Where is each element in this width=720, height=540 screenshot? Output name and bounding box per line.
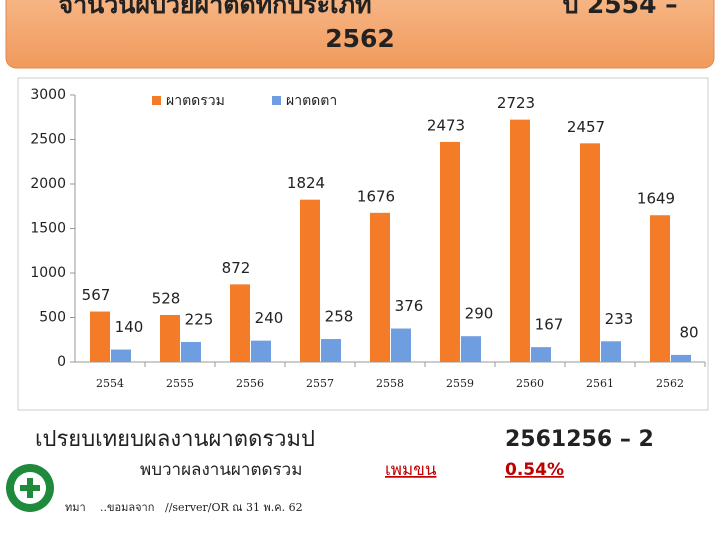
source-from: ..ขอมลจาก — [100, 501, 154, 514]
x-tick-label: 2556 — [236, 377, 264, 390]
y-tick-label: 2000 — [30, 176, 66, 192]
legend-swatch — [272, 96, 281, 105]
bar — [531, 347, 551, 362]
logo-cross-h — [20, 485, 40, 491]
bar — [111, 349, 131, 362]
bar — [90, 311, 110, 362]
bar — [510, 119, 530, 362]
value-label: 872 — [222, 259, 251, 277]
y-tick-label: 1000 — [30, 265, 66, 281]
source-path: //server/OR ณ 31 พ.ค. 62 — [165, 501, 303, 514]
value-label: 528 — [152, 290, 181, 308]
value-label: 167 — [535, 316, 564, 334]
value-label: 2723 — [497, 94, 535, 112]
x-tick-label: 2555 — [166, 377, 194, 390]
finding: พบวาผลงานผาตดรวม — [140, 460, 302, 480]
bar — [671, 354, 691, 362]
legend-label: ผาตดรวม — [166, 93, 225, 109]
title-box — [5, 0, 715, 69]
x-tick-label: 2557 — [306, 377, 334, 390]
x-tick-label: 2559 — [446, 377, 474, 390]
value-label: 1649 — [637, 190, 675, 208]
value-label: 2457 — [567, 118, 605, 136]
bar — [461, 336, 481, 362]
bar — [181, 341, 201, 362]
value-label: 240 — [255, 309, 284, 327]
value-label: 140 — [115, 318, 144, 336]
value-label: 290 — [465, 305, 494, 323]
bar — [391, 328, 411, 362]
compare-years: 2561256 – 2 — [505, 427, 654, 452]
bar — [230, 284, 250, 362]
source-label: ทมา — [65, 501, 86, 514]
compare-text: เปรยบเทยบผลงานผาตดรวมป — [35, 427, 315, 452]
title-year: ป 2554 – — [562, 0, 677, 19]
x-tick-label: 2560 — [516, 377, 544, 390]
y-tick-label: 2500 — [30, 132, 66, 148]
bar — [370, 212, 390, 362]
value-label: 567 — [82, 286, 111, 304]
value-label: 1676 — [357, 187, 395, 205]
bar — [601, 341, 621, 362]
value-label: 1824 — [287, 174, 325, 192]
legend-label: ผาตดตา — [286, 93, 337, 109]
bar — [300, 199, 320, 362]
x-tick-label: 2562 — [656, 377, 684, 390]
y-tick-label: 0 — [57, 354, 66, 370]
increase: เพมขน — [385, 460, 437, 480]
bar — [440, 141, 460, 362]
bar — [160, 315, 180, 362]
value-label: 225 — [185, 310, 214, 328]
x-tick-label: 2554 — [96, 377, 124, 390]
value-label: 80 — [679, 323, 698, 341]
y-tick-label: 500 — [39, 310, 66, 326]
bar — [251, 340, 271, 362]
percent: 0.54% — [505, 460, 564, 480]
y-tick-label: 1500 — [30, 221, 66, 237]
value-label: 2473 — [427, 116, 465, 134]
y-tick-label: 3000 — [30, 87, 66, 103]
bar — [580, 143, 600, 362]
title-year-end: 2562 — [325, 24, 395, 53]
bar — [321, 339, 341, 362]
plot: 0 500 1000 1500 2000 2500 3000 ผาตดรวม ผาตดตา 255… — [30, 87, 706, 390]
x-tick-label: 2558 — [376, 377, 404, 390]
bar — [650, 215, 670, 362]
legend-swatch — [152, 96, 161, 105]
title: จำนวนผปวยผาตดทกประเภท — [58, 0, 371, 19]
value-label: 233 — [605, 310, 634, 328]
value-label: 376 — [395, 297, 424, 315]
value-label: 258 — [325, 308, 354, 326]
x-tick-label: 2561 — [586, 377, 614, 390]
